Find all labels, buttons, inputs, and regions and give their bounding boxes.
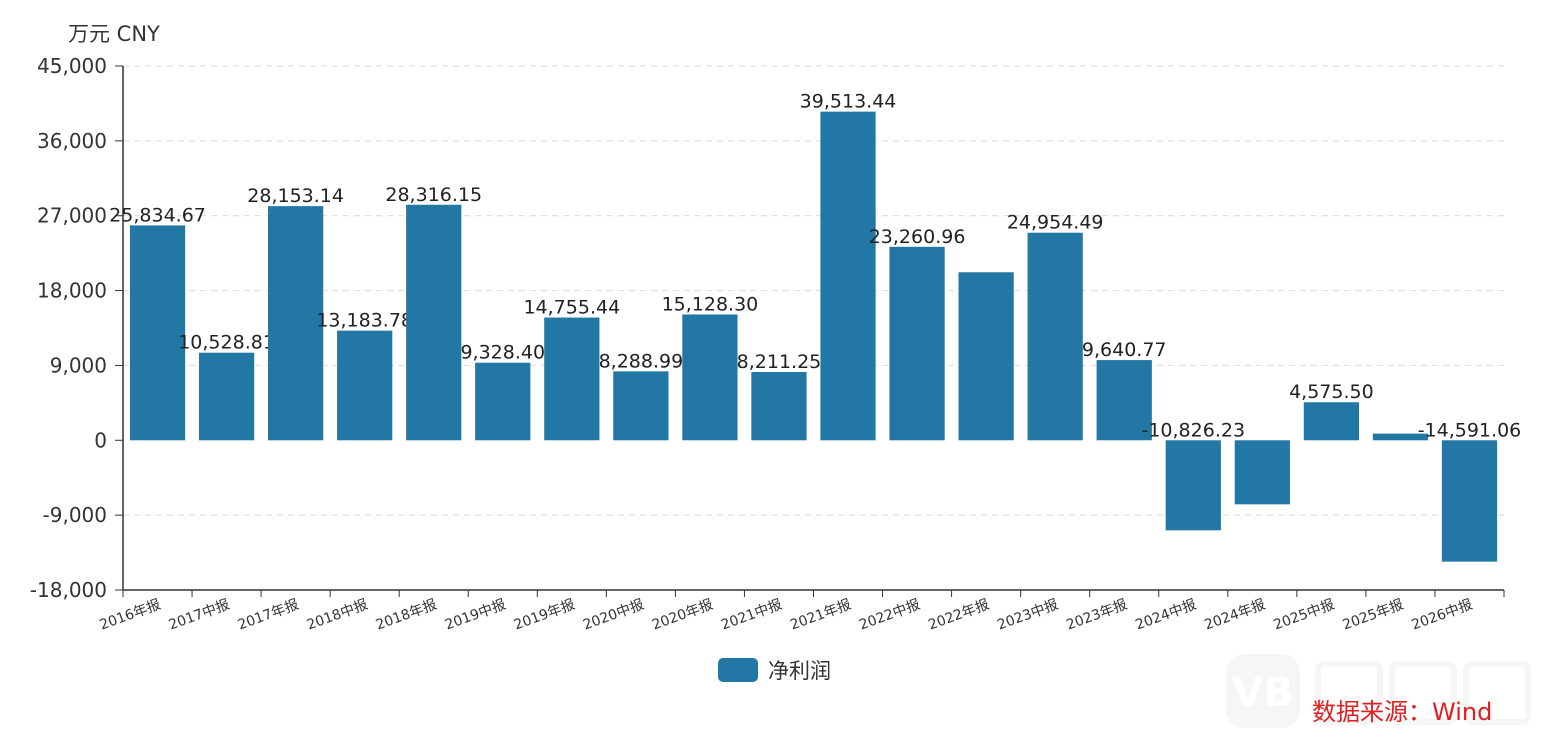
data-label: 14,755.44 bbox=[523, 297, 620, 319]
bar bbox=[544, 317, 600, 441]
x-category-label: 2019中报 bbox=[443, 597, 508, 634]
data-label: 9,640.77 bbox=[1082, 339, 1167, 361]
x-category-label: 2019年报 bbox=[512, 597, 577, 634]
bar bbox=[129, 225, 186, 441]
data-label: 23,260.96 bbox=[869, 226, 966, 248]
data-label: 8,288.99 bbox=[599, 350, 684, 372]
x-category-label: 2018中报 bbox=[305, 597, 370, 634]
y-tick-label: 18,000 bbox=[37, 279, 107, 303]
x-category-label: 2017中报 bbox=[167, 597, 232, 634]
x-category-label: 2021年报 bbox=[788, 597, 853, 634]
data-label: 4,575.50 bbox=[1289, 381, 1374, 403]
bar bbox=[1372, 433, 1429, 441]
x-category-label: 2024中报 bbox=[1133, 597, 1198, 634]
x-category-label: 2018年报 bbox=[374, 597, 439, 634]
data-label: 10,528.81 bbox=[178, 332, 275, 354]
x-category-label: 2017年报 bbox=[236, 597, 301, 634]
bar bbox=[1441, 440, 1498, 562]
x-category-label: 2023年报 bbox=[1064, 597, 1129, 634]
y-tick-label: 0 bbox=[94, 428, 107, 452]
x-category-label: 2023中报 bbox=[995, 597, 1060, 634]
x-category-label: 2021中报 bbox=[719, 597, 784, 634]
y-axis-unit-label: 万元 CNY bbox=[68, 22, 160, 46]
bar bbox=[751, 371, 807, 441]
data-label: 28,153.14 bbox=[247, 185, 344, 207]
y-tick-label: -18,000 bbox=[30, 578, 107, 602]
x-category-label: 2024年报 bbox=[1202, 597, 1267, 634]
data-label: 24,954.49 bbox=[1007, 212, 1104, 234]
bar-chart: 45,000 36,000 27,000 18,000 9,000 0 -9,000 -18,… bbox=[30, 54, 1522, 634]
data-label: 15,128.30 bbox=[662, 293, 759, 315]
bar bbox=[820, 111, 876, 441]
bar bbox=[1165, 440, 1221, 531]
bar bbox=[958, 272, 1014, 441]
data-label: 13,183.78 bbox=[316, 310, 413, 332]
x-category-label: 2022中报 bbox=[857, 597, 922, 634]
x-category-label: 2016年报 bbox=[98, 597, 163, 634]
watermark-logo: VB bbox=[1226, 654, 1531, 728]
svg-text:VB: VB bbox=[1232, 670, 1293, 716]
bar bbox=[1096, 360, 1152, 441]
y-tick-label: 45,000 bbox=[37, 54, 107, 78]
x-category-label: 2025年报 bbox=[1341, 597, 1406, 634]
y-tick-label: 27,000 bbox=[37, 204, 107, 228]
data-label: 28,316.15 bbox=[385, 184, 482, 206]
y-tick-label: -9,000 bbox=[43, 503, 107, 527]
x-category-label: 2026中报 bbox=[1410, 597, 1475, 634]
bar bbox=[613, 371, 669, 441]
x-category-label: 2022年报 bbox=[926, 597, 991, 634]
bar bbox=[337, 330, 393, 441]
bar bbox=[1303, 402, 1359, 441]
bar bbox=[889, 246, 945, 441]
bar bbox=[406, 204, 462, 441]
bar bbox=[1234, 440, 1290, 505]
bar bbox=[198, 352, 255, 441]
data-label: -10,826.23 bbox=[1141, 419, 1245, 441]
bar bbox=[268, 206, 324, 441]
data-label: 9,328.40 bbox=[460, 342, 545, 364]
data-label: 8,211.25 bbox=[737, 351, 822, 373]
x-category-label: 2025中报 bbox=[1271, 597, 1336, 634]
y-tick-label: 36,000 bbox=[37, 129, 107, 153]
bar bbox=[475, 362, 531, 441]
bar bbox=[1027, 232, 1083, 441]
legend-swatch bbox=[718, 658, 758, 682]
x-category-label: 2020年报 bbox=[650, 597, 715, 634]
legend-label: 净利润 bbox=[768, 659, 831, 683]
legend[interactable]: 净利润 bbox=[718, 655, 831, 685]
bar bbox=[682, 314, 738, 441]
x-category-label: 2020中报 bbox=[581, 597, 646, 634]
y-tick-label: 9,000 bbox=[50, 353, 107, 377]
data-label: -14,591.06 bbox=[1418, 419, 1522, 441]
data-label: 25,834.67 bbox=[109, 204, 206, 226]
data-label: 39,513.44 bbox=[800, 91, 897, 113]
data-source-label: 数据来源：Wind bbox=[1312, 698, 1493, 726]
